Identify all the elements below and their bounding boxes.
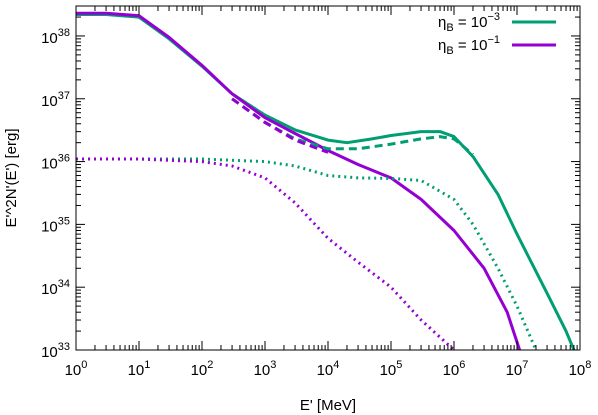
x-tick-label: 101 xyxy=(128,359,151,379)
y-axis-label: E'^2N'(E') [erg] xyxy=(3,129,20,228)
x-tick-label: 108 xyxy=(569,359,592,379)
x-tick-label: 103 xyxy=(254,359,277,379)
legend-label-1: ηB = 10−1 xyxy=(438,34,500,57)
series-line-4 xyxy=(76,157,538,350)
x-tick-label: 107 xyxy=(506,359,529,379)
series-layer xyxy=(76,11,576,350)
series-line-2 xyxy=(231,97,474,156)
y-tick-label: 1035 xyxy=(41,215,70,235)
x-tick-label: 104 xyxy=(317,359,340,379)
x-tick-label: 102 xyxy=(191,359,214,379)
legend-label-0: ηB = 10−3 xyxy=(438,11,500,34)
y-tick-label: 1037 xyxy=(41,90,70,110)
x-tick-label: 105 xyxy=(380,359,403,379)
x-tick-label: 100 xyxy=(65,359,88,379)
series-line-1 xyxy=(76,11,522,350)
y-tick-label: 1038 xyxy=(41,27,70,47)
legend: ηB = 10−3ηB = 10−1 xyxy=(438,11,556,57)
x-axis-label: E' [MeV] xyxy=(300,397,356,414)
ticks-layer: 100 101 102 103 104 105 106 107 108 1033 1034 1035 1… xyxy=(41,5,592,379)
series-line-3 xyxy=(231,97,329,154)
x-tick-label: 106 xyxy=(443,359,466,379)
y-tick-label: 1036 xyxy=(41,153,70,173)
series-line-5 xyxy=(76,157,456,350)
plot-frame xyxy=(75,5,581,351)
y-tick-label: 1033 xyxy=(41,341,70,361)
y-tick-label: 1034 xyxy=(41,278,70,298)
